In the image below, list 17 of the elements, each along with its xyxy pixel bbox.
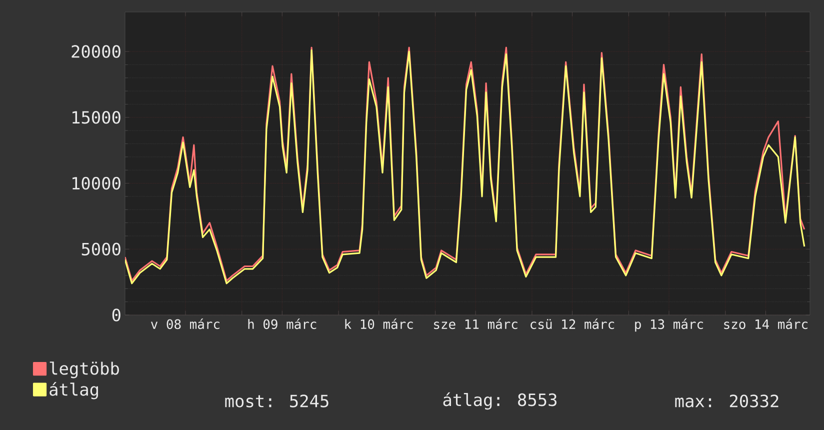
x-tick-label: v 08 márc [150, 318, 220, 330]
x-tick-label: k 10 márc [345, 318, 413, 330]
text: max: 20332 [675, 394, 778, 408]
y-tick-label: 10000 [72, 176, 120, 190]
text: most: 5245 [225, 394, 328, 408]
y-tick-label: 0 [112, 308, 120, 322]
y-tick-label: 20000 [72, 45, 120, 58]
x-tick-label: sze 11 márc [434, 318, 518, 330]
legend-label: legtöbb [50, 362, 119, 378]
x-tick-label: szo 14 márc [724, 318, 808, 330]
x-tick-label: csü 12 márc [530, 318, 614, 330]
x-tick-label: h 09 márc [248, 318, 316, 330]
y-tick-label: 15000 [72, 110, 120, 124]
y-tick-label: 5000 [82, 242, 120, 256]
text: átlag: 8553 [443, 392, 556, 410]
x-tick-label: p 13 márc [635, 318, 703, 332]
legend-label: átlag [50, 382, 98, 400]
